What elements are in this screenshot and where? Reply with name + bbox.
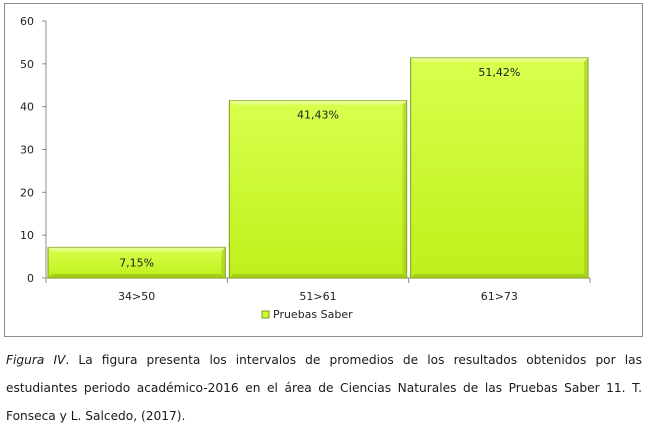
legend-swatch xyxy=(261,310,270,319)
x-tick-label: 61>73 xyxy=(481,290,518,303)
bar-bevel-right xyxy=(402,100,407,278)
bar-bevel-top xyxy=(410,57,588,62)
y-tick-label: 10 xyxy=(20,229,34,242)
legend-label: Pruebas Saber xyxy=(273,308,353,321)
data-label: 41,43% xyxy=(297,109,339,122)
y-tick-label: 0 xyxy=(27,272,34,285)
bar-51>61 xyxy=(228,100,408,279)
caption-lead: Figura IV xyxy=(6,353,66,367)
figure-caption: Figura IV. La figura presenta los interv… xyxy=(6,346,642,430)
bar-chart: 0 10 20 30 40 50 60 7,15% 34>50 41,43% 51>61 51,42… xyxy=(20,15,591,321)
bar-bevel-right xyxy=(584,57,588,278)
bar-bevel-bottom xyxy=(229,274,407,278)
y-tick-label: 20 xyxy=(20,186,34,199)
bar-bevel-top xyxy=(48,247,226,252)
x-tick-label: 51>61 xyxy=(299,290,336,303)
y-tick-label: 50 xyxy=(20,58,34,71)
y-tick-label: 30 xyxy=(20,144,34,157)
bar-61>73 xyxy=(410,57,589,279)
caption-body: . La figura presenta los intervalos de p… xyxy=(6,353,642,423)
bar-bevel-right xyxy=(221,247,226,278)
y-tick-label: 40 xyxy=(20,101,34,114)
y-tick-label: 60 xyxy=(20,15,34,28)
bar-bevel-top xyxy=(229,100,407,105)
x-tick-label: 34>50 xyxy=(118,290,155,303)
legend: Pruebas Saber xyxy=(261,308,353,321)
data-label: 7,15% xyxy=(119,257,154,270)
chart-frame: 0 10 20 30 40 50 60 7,15% 34>50 41,43% 51>61 51,42… xyxy=(4,3,643,337)
bar-bevel-bottom xyxy=(48,274,226,278)
data-label: 51,42% xyxy=(478,66,520,79)
bar-bevel-bottom xyxy=(410,274,588,278)
